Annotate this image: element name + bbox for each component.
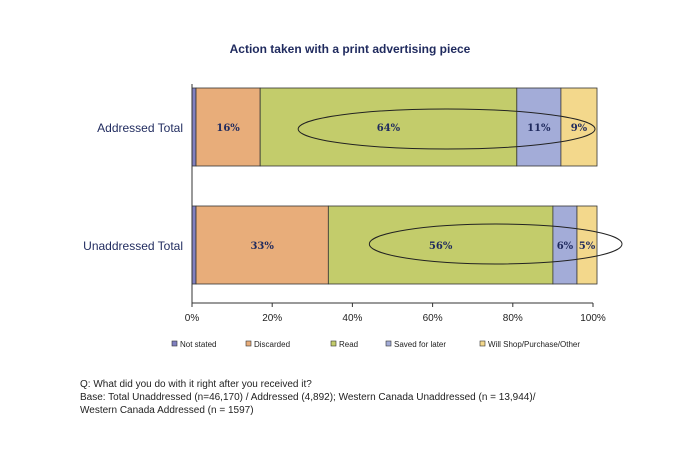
footnote-base-1: Base: Total Unaddressed (n=46,170) / Add… bbox=[80, 392, 536, 403]
bar-segment bbox=[191, 205, 197, 285]
data-label: 6% bbox=[557, 241, 574, 252]
category-label: Addressed Total bbox=[97, 121, 183, 135]
legend-swatch bbox=[385, 340, 392, 347]
legend-swatch bbox=[479, 340, 486, 347]
chart-title: Action taken with a print advertising pi… bbox=[229, 42, 471, 56]
legend-label: Read bbox=[339, 340, 358, 349]
x-tick-label: 20% bbox=[262, 313, 282, 324]
legend-label: Discarded bbox=[254, 340, 290, 349]
annotation-ellipse bbox=[368, 223, 623, 265]
bar-segment bbox=[576, 205, 598, 285]
x-tick-label: 60% bbox=[423, 313, 443, 324]
legend-label: Will Shop/Purchase/Other bbox=[488, 340, 580, 349]
bar-segment bbox=[327, 205, 554, 285]
data-label: 16% bbox=[216, 123, 240, 134]
footnote-question: Q: What did you do with it right after y… bbox=[80, 379, 312, 390]
legend-swatch bbox=[171, 340, 178, 347]
legend-swatch bbox=[330, 340, 337, 347]
data-label: 11% bbox=[527, 123, 551, 134]
bar-segment bbox=[560, 87, 598, 167]
data-label: 5% bbox=[579, 241, 596, 252]
annotation-ellipse bbox=[297, 108, 596, 150]
data-label: 56% bbox=[429, 241, 453, 252]
bar-segment bbox=[259, 87, 518, 167]
legend-swatch bbox=[245, 340, 252, 347]
x-tick-label: 40% bbox=[342, 313, 362, 324]
bar-segment bbox=[195, 205, 329, 285]
x-tick-label: 0% bbox=[185, 313, 200, 324]
bar-segment bbox=[191, 87, 197, 167]
data-label: 33% bbox=[250, 241, 274, 252]
category-label: Unaddressed Total bbox=[83, 239, 183, 253]
footnote-base-2: Western Canada Addressed (n = 1597) bbox=[80, 405, 254, 416]
legend-label: Not stated bbox=[180, 340, 216, 349]
stacked-bar-chart: 16% 64% 11% 9% Addressed Total 33% 56% 6% 5% Unad… bbox=[83, 84, 623, 349]
x-tick-label: 80% bbox=[503, 313, 523, 324]
data-label: 9% bbox=[571, 123, 588, 134]
legend-label: Saved for later bbox=[394, 340, 446, 349]
footnote: Q: What did you do with it right after y… bbox=[80, 378, 640, 417]
data-label: 64% bbox=[377, 123, 401, 134]
x-tick-label: 100% bbox=[580, 313, 606, 324]
